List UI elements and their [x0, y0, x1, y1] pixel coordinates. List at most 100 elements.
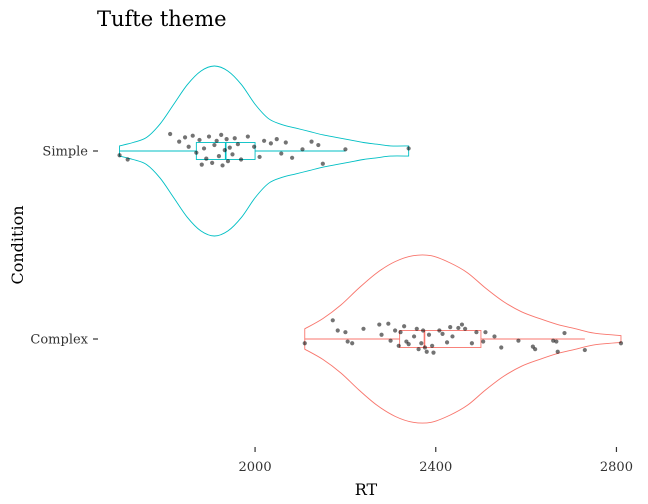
point-simple [214, 138, 219, 143]
point-complex [345, 339, 350, 344]
point-simple [206, 134, 212, 139]
point-complex [421, 328, 426, 333]
point-simple [204, 156, 209, 161]
point-complex [437, 328, 442, 333]
point-simple [210, 160, 215, 165]
point-simple [274, 137, 279, 142]
point-simple [343, 147, 348, 152]
point-complex [516, 338, 521, 343]
chart-title: Tufte theme [97, 7, 227, 31]
point-simple [300, 147, 305, 152]
y-tick-label: Complex [30, 333, 88, 348]
point-complex [533, 347, 538, 352]
point-simple [201, 146, 207, 151]
point-simple [316, 142, 321, 148]
point-simple [194, 150, 199, 155]
point-simple [309, 139, 314, 144]
box-complex [399, 330, 482, 348]
point-simple [283, 140, 288, 145]
point-complex [350, 341, 355, 346]
point-simple [197, 137, 202, 143]
series-complex [302, 254, 624, 424]
point-complex [411, 334, 417, 339]
point-simple [186, 144, 191, 149]
x-axis-label: RT [355, 480, 378, 499]
point-simple [225, 159, 231, 164]
point-simple [230, 152, 235, 157]
point-complex [422, 345, 428, 350]
point-complex [562, 330, 567, 336]
point-simple [245, 134, 250, 139]
point-complex [456, 325, 461, 331]
point-complex [386, 321, 391, 326]
point-complex [402, 324, 407, 329]
point-complex [551, 338, 556, 343]
point-simple [268, 141, 273, 146]
point-complex [406, 342, 411, 347]
point-simple [182, 135, 188, 140]
point-complex [431, 350, 436, 355]
series-simple [117, 65, 411, 237]
point-complex [302, 341, 307, 346]
point-complex [377, 322, 382, 327]
point-simple [320, 161, 325, 166]
x-tick-label: 2800 [600, 460, 633, 475]
y-tick-label: Simple [42, 145, 88, 160]
point-complex [361, 326, 366, 331]
point-complex [444, 340, 450, 345]
point-simple [125, 157, 130, 162]
point-complex [474, 330, 479, 335]
point-simple [232, 136, 237, 141]
point-simple [406, 146, 411, 151]
point-complex [450, 334, 455, 339]
point-complex [555, 349, 560, 354]
y-axis-label: Condition [8, 205, 27, 284]
point-simple [219, 132, 224, 137]
point-simple [222, 148, 227, 153]
point-simple [235, 142, 241, 147]
point-complex [618, 341, 624, 346]
plot-area [117, 65, 624, 424]
point-complex [582, 347, 587, 353]
point-complex [419, 341, 424, 346]
point-simple [190, 133, 195, 138]
point-complex [463, 326, 468, 331]
point-complex [481, 339, 486, 344]
point-simple [220, 163, 225, 168]
point-simple [227, 145, 232, 150]
point-simple [117, 153, 122, 158]
point-complex [416, 347, 421, 352]
point-complex [469, 341, 474, 346]
point-simple [252, 144, 257, 149]
point-complex [388, 338, 393, 343]
point-simple [238, 157, 244, 162]
point-complex [393, 328, 398, 333]
point-simple [212, 142, 217, 148]
point-complex [335, 328, 340, 333]
point-complex [396, 343, 401, 348]
point-complex [440, 331, 445, 336]
point-simple [216, 154, 222, 159]
point-simple [290, 155, 295, 160]
point-complex [426, 332, 432, 337]
point-simple [262, 138, 267, 143]
point-complex [448, 325, 453, 330]
point-complex [379, 332, 384, 337]
point-simple [279, 151, 284, 156]
point-complex [430, 343, 435, 348]
x-tick-label: 2400 [419, 460, 452, 475]
point-complex [554, 339, 559, 344]
point-complex [492, 334, 497, 339]
point-simple [177, 139, 182, 144]
point-complex [459, 322, 465, 327]
point-simple [168, 131, 173, 137]
point-complex [330, 318, 335, 323]
violin-simple [119, 65, 410, 237]
point-complex [343, 330, 348, 335]
point-simple [199, 162, 204, 167]
axes: Complex Simple 2000 2400 2800 [30, 145, 633, 476]
point-simple [257, 154, 262, 160]
point-complex [398, 330, 403, 335]
x-tick-label: 2000 [239, 460, 272, 475]
